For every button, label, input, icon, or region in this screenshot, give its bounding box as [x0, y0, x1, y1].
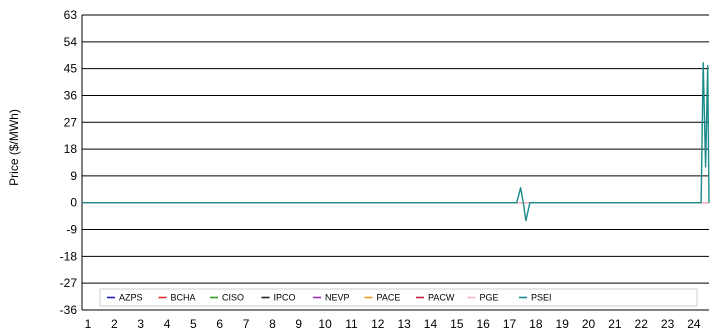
x-tick-label: 10	[318, 317, 332, 331]
series-line-psei	[82, 62, 710, 222]
y-axis-label: Price ($/MWh)	[7, 109, 21, 186]
legend-label-azps: AZPS	[119, 293, 143, 303]
y-tick-label: 18	[64, 142, 78, 156]
legend-label-pge: PGE	[480, 293, 499, 303]
x-tick-label: 13	[397, 317, 411, 331]
x-tick-label: 22	[635, 317, 649, 331]
legend-box	[99, 288, 698, 307]
legend-label-pacw: PACW	[428, 293, 455, 303]
x-tick-label: 17	[503, 317, 517, 331]
x-tick-label: 24	[687, 317, 701, 331]
y-tick-label: -36	[60, 303, 78, 317]
legend-label-nevp: NEVP	[325, 293, 350, 303]
y-tick-label: 36	[64, 88, 78, 102]
x-tick-label: 11	[345, 317, 358, 331]
x-tick-label: 14	[424, 317, 438, 331]
legend-label-ipco: IPCO	[274, 293, 296, 303]
x-tick-label: 5	[190, 317, 197, 331]
legend-label-pace: PACE	[377, 293, 401, 303]
x-tick-label: 7	[243, 317, 250, 331]
series-lines	[82, 62, 710, 222]
legend: AZPS BCHA CISO IPCO NEVP PACE PACW PGE PSEI	[99, 288, 698, 307]
y-tick-labels: 63 54 45 36 27 18 9 0 -9 -18 -27 -36	[60, 8, 78, 317]
x-tick-label: 4	[164, 317, 171, 331]
grid-lines	[82, 14, 709, 311]
legend-label-bcha: BCHA	[171, 293, 196, 303]
x-tick-label: 15	[450, 317, 464, 331]
y-tick-label: 0	[70, 196, 77, 210]
y-tick-label: -9	[66, 223, 77, 237]
x-tick-label: 6	[216, 317, 223, 331]
x-tick-label: 20	[582, 317, 596, 331]
x-tick-label: 18	[529, 317, 543, 331]
x-tick-label: 19	[556, 317, 570, 331]
y-tick-label: 27	[64, 115, 78, 129]
legend-label-psei: PSEI	[531, 293, 552, 303]
x-tick-label: 23	[661, 317, 675, 331]
legend-label-ciso: CISO	[222, 293, 244, 303]
x-tick-label: 8	[269, 317, 276, 331]
axes	[81, 15, 709, 311]
x-tick-label: 2	[111, 317, 118, 331]
y-tick-label: 45	[64, 62, 78, 76]
x-tick-labels: 1 2 3 4 5 6 7 8 9 10 11 12 13 14 15 16 17 18 19 20 21 22 23 24	[85, 317, 701, 331]
y-tick-label: 63	[64, 8, 78, 22]
x-tick-label: 1	[85, 317, 92, 331]
x-tick-label: 3	[137, 317, 144, 331]
y-tick-label: 54	[64, 35, 78, 49]
y-tick-label: 9	[70, 169, 77, 183]
x-tick-label: 9	[295, 317, 302, 331]
y-tick-label: -27	[60, 276, 78, 290]
x-tick-label: 12	[371, 317, 385, 331]
y-tick-label: -18	[60, 249, 78, 263]
x-tick-label: 21	[608, 317, 622, 331]
x-tick-label: 16	[476, 317, 490, 331]
